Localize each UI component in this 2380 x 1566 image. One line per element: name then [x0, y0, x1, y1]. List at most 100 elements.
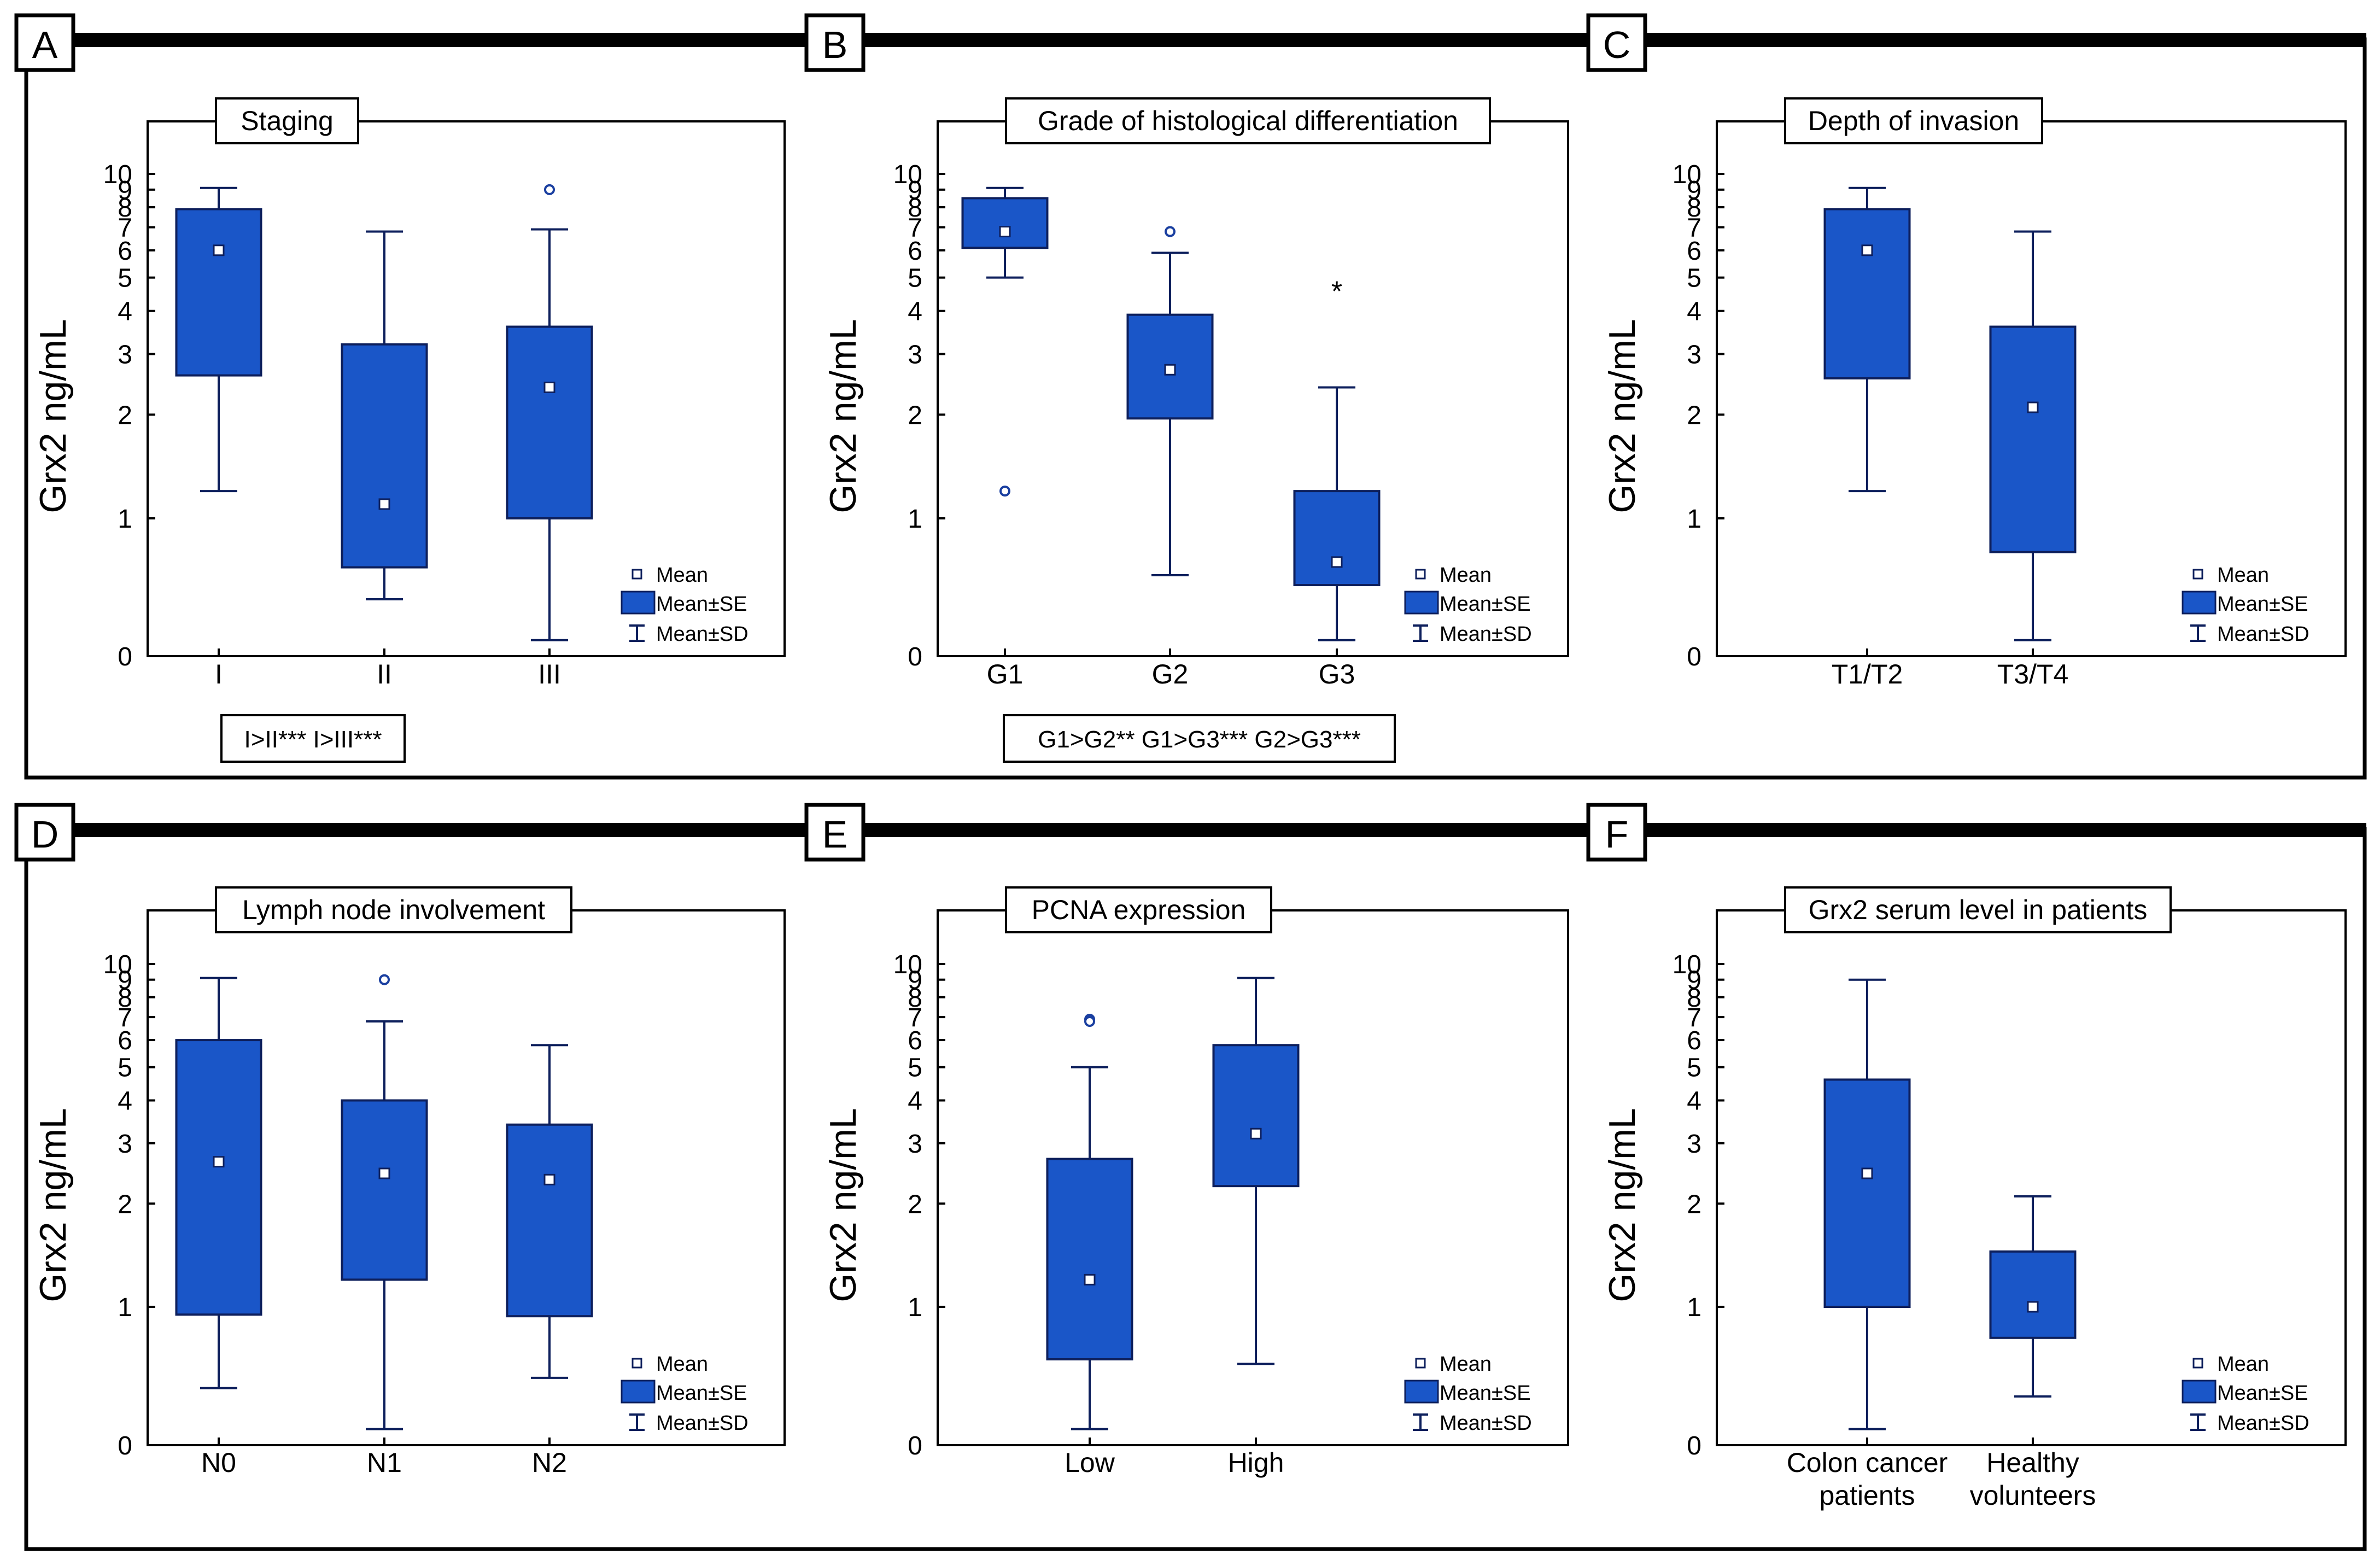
se-box: [1293, 490, 1381, 587]
y-tick-label: 2: [1687, 1190, 1701, 1219]
y-tick-label: 0: [118, 1431, 132, 1460]
y-tick-label: 8: [908, 984, 922, 1013]
legend-mean-label: Mean: [1440, 564, 1492, 587]
panel-letter-box: [14, 803, 75, 862]
x-tick-label: High: [1228, 1447, 1284, 1478]
mean-marker: [2027, 401, 2039, 413]
legend-se-label: Mean±SE: [656, 1382, 747, 1405]
x-tick-label: G1: [987, 659, 1024, 689]
mean-marker: [2027, 1301, 2039, 1313]
legend-se-label: Mean±SE: [2217, 593, 2308, 616]
mean-marker: [1084, 1273, 1096, 1285]
se-box: [1823, 208, 1911, 379]
y-tick-label: 4: [118, 297, 132, 326]
legend-sd-label: Mean±SD: [2217, 623, 2309, 646]
y-tick-label: 7: [908, 1003, 922, 1032]
panel-C: C Depth of invasion Grx2 ng/mL 0 1 2 3 4 5678910…: [1586, 13, 2347, 689]
y-tick-label: 8: [1687, 194, 1701, 223]
plot-frame: [147, 120, 786, 657]
legend-mean-marker: [1415, 1358, 1426, 1369]
legend-mean-label: Mean: [2217, 564, 2269, 587]
x-tick-label: II: [377, 659, 392, 689]
y-tick-label: 8: [908, 194, 922, 223]
legend-se-swatch: [621, 591, 656, 615]
y-tick-label: 1: [118, 505, 132, 534]
y-tick-label: 9: [118, 176, 132, 205]
y-tick-label: 0: [908, 642, 922, 671]
x-tick-label: T1/T2: [1832, 659, 1903, 689]
outlier-point: [1165, 226, 1176, 237]
y-tick-label: 1: [1687, 1293, 1701, 1322]
y-axis-label: Grx2 ng/mL: [1601, 319, 1643, 513]
y-tick-label: 7: [908, 214, 922, 243]
x-tick-label: N2: [532, 1447, 567, 1478]
se-box: [1989, 325, 2077, 553]
mean-marker: [1861, 1167, 1873, 1179]
mean-marker: [999, 226, 1011, 238]
panel-letter: D: [31, 813, 59, 856]
significance-box: [1003, 714, 1396, 763]
title-box: [1784, 886, 2172, 933]
se-box: [1046, 1158, 1133, 1360]
y-tick-label: 7: [1687, 1003, 1701, 1032]
y-axis-label: Grx2 ng/mL: [1601, 1108, 1643, 1302]
se-box: [1212, 1044, 1300, 1188]
legend-mean-label: Mean: [2217, 1353, 2269, 1376]
legend-se-swatch: [621, 1380, 656, 1404]
y-tick-label: 3: [908, 1130, 922, 1159]
legend-se-label: Mean±SE: [656, 593, 747, 616]
y-tick-label: 10: [893, 160, 922, 189]
y-tick-label: 3: [1687, 340, 1701, 369]
y-tick-label: 7: [118, 214, 132, 243]
x-tick-label: T3/T4: [1997, 659, 2069, 689]
x-tick-label: patients: [1819, 1480, 1915, 1511]
y-axis-label: Grx2 ng/mL: [822, 319, 864, 513]
panel-letter-box: [1586, 803, 1647, 862]
significance-box: [220, 714, 406, 763]
chart-title: PCNA expression: [1032, 895, 1246, 925]
legend-mean-label: Mean: [656, 1353, 708, 1376]
y-tick-label: 2: [118, 1190, 132, 1219]
y-tick-label: 5: [1687, 1054, 1701, 1083]
se-box: [341, 1099, 428, 1281]
se-box: [961, 197, 1049, 249]
legend-se-swatch: [1404, 1380, 1439, 1404]
x-tick-label: Healthy: [1986, 1447, 2079, 1478]
y-tick-label: 4: [908, 1087, 922, 1116]
y-tick-label: 2: [118, 401, 132, 430]
panel-letter-box: [804, 13, 866, 72]
se-box: [1823, 1078, 1911, 1308]
outlier-asterisk: *: [1331, 276, 1342, 308]
legend-se-swatch: [2182, 591, 2217, 615]
outlier-point: [999, 486, 1010, 497]
y-tick-label: 10: [893, 950, 922, 979]
outlier-point: [1084, 1016, 1095, 1027]
panel-letter: E: [822, 813, 848, 856]
y-tick-label: 5: [118, 264, 132, 293]
y-tick-label: 0: [908, 1431, 922, 1460]
y-tick-label: 9: [118, 966, 132, 995]
title-box: [215, 886, 572, 933]
y-tick-label: 1: [908, 505, 922, 534]
y-axis-label: Grx2 ng/mL: [32, 319, 74, 513]
mean-marker: [213, 1156, 225, 1168]
row-top-bar-1: [26, 33, 2366, 47]
y-tick-label: 6: [118, 1026, 132, 1055]
y-tick-label: 7: [1687, 214, 1701, 243]
y-tick-label: 0: [1687, 642, 1701, 671]
y-tick-label: 4: [1687, 1087, 1701, 1116]
y-tick-label: 4: [118, 1087, 132, 1116]
se-box: [341, 343, 428, 569]
legend-mean-label: Mean: [1440, 1353, 1492, 1376]
y-tick-label: 9: [1687, 966, 1701, 995]
y-tick-label: 3: [908, 340, 922, 369]
row-top-bar-2: [26, 823, 2366, 837]
y-tick-label: 5: [908, 264, 922, 293]
y-tick-label: 9: [1687, 176, 1701, 205]
se-box: [175, 208, 262, 377]
chart-title: Depth of invasion: [1808, 106, 2019, 136]
panel-letter: A: [32, 24, 58, 66]
y-tick-label: 5: [908, 1054, 922, 1083]
se-box: [175, 1039, 262, 1316]
